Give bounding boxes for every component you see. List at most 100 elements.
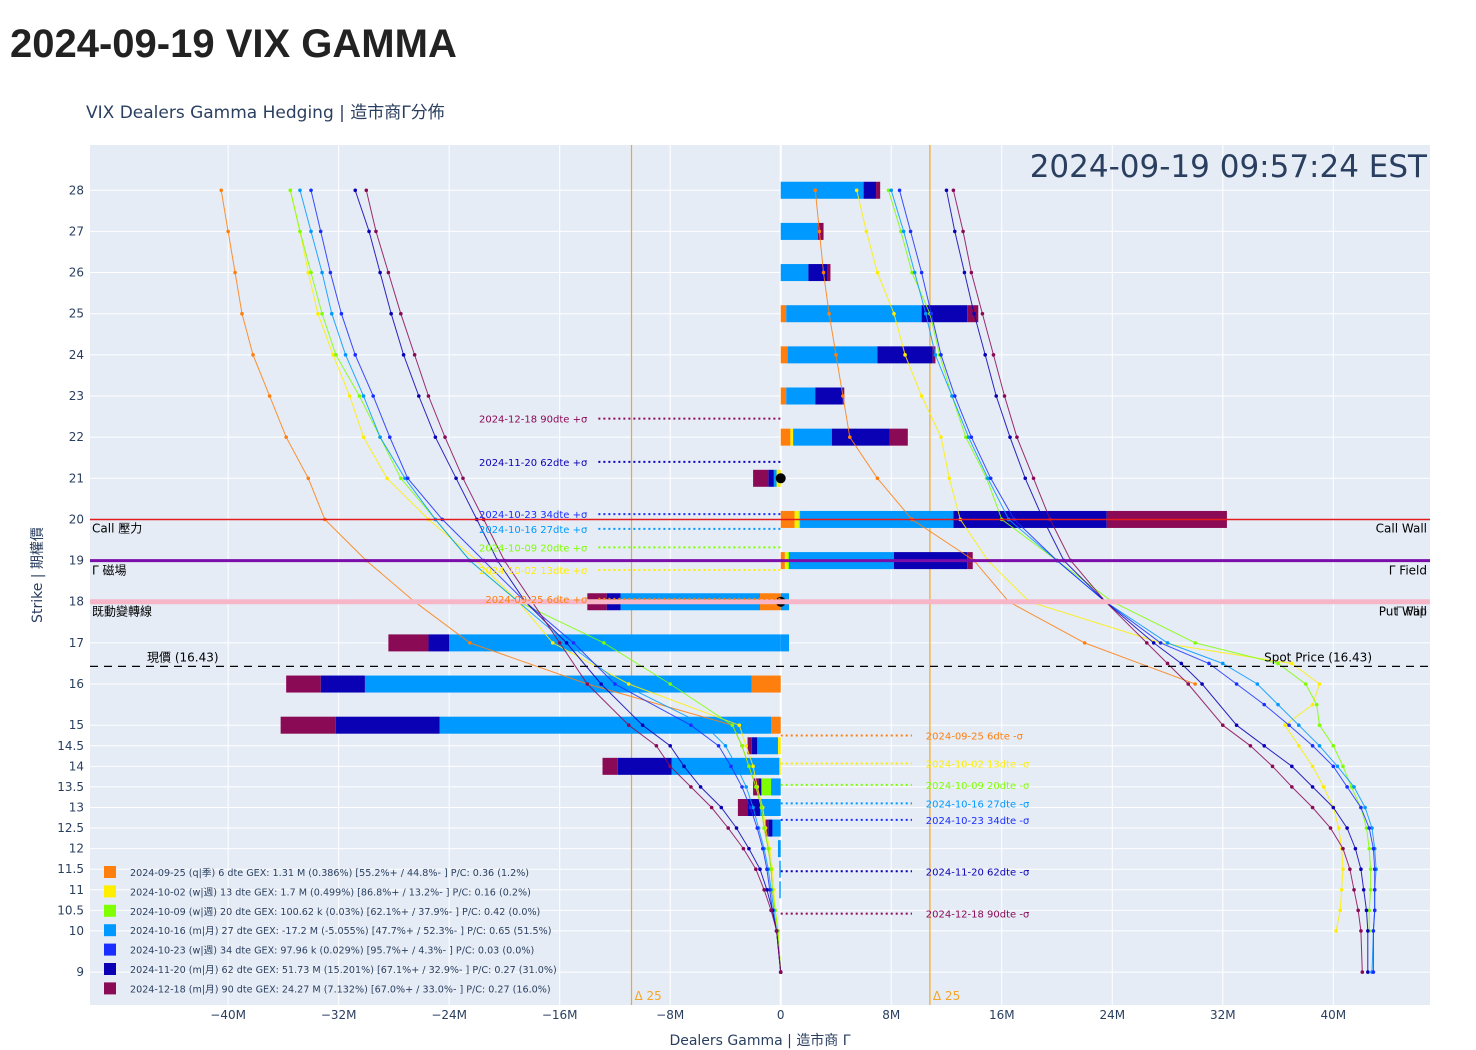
gamma-bar xyxy=(758,778,762,796)
curve-point xyxy=(1364,908,1369,913)
sigma-plus-label: 2024-11-20 62dte +σ xyxy=(479,458,588,469)
curve-point xyxy=(1008,435,1012,439)
curve-point xyxy=(952,229,957,234)
legend-swatch xyxy=(104,885,116,898)
curve-point xyxy=(1341,846,1345,851)
curve-point xyxy=(1290,661,1294,666)
curve-point xyxy=(980,311,985,316)
curve-point xyxy=(443,435,447,439)
y-tick-label: 23 xyxy=(69,389,84,403)
curve-point xyxy=(813,188,818,193)
legend-swatch xyxy=(104,866,116,878)
curve-point xyxy=(766,846,771,851)
curve-point xyxy=(1193,682,1197,686)
curve-point xyxy=(1338,908,1343,913)
gamma-bar xyxy=(428,634,450,652)
x-tick-label: −24M xyxy=(431,1008,467,1022)
gamma-bar xyxy=(780,305,787,323)
y-tick-label: 12.5 xyxy=(57,821,84,835)
curve-point xyxy=(640,723,645,727)
curve-point xyxy=(1335,764,1340,769)
curve-point xyxy=(309,229,313,234)
curve-point xyxy=(361,394,366,398)
curve-point xyxy=(889,188,894,193)
curve-point xyxy=(740,785,744,789)
curve-point xyxy=(988,476,993,481)
curve-point xyxy=(923,311,928,316)
curve-point xyxy=(744,785,748,789)
curve-point xyxy=(1331,764,1336,769)
legend-swatch xyxy=(104,904,116,917)
curve-point xyxy=(1359,867,1363,872)
gamma-bar xyxy=(617,757,672,775)
curve-point xyxy=(1341,764,1345,769)
curve-point xyxy=(298,188,302,193)
curve-point xyxy=(1158,641,1163,645)
curve-point xyxy=(969,270,974,275)
curve-point xyxy=(1023,476,1028,481)
gamma-bar xyxy=(921,305,968,323)
curve-point xyxy=(698,785,703,789)
axes: −40M −32M −24M −16M −8M 0 8M 16M 24M 32M 40M 9 10 10.… xyxy=(57,183,1346,1022)
curve-point xyxy=(1276,661,1280,666)
curve-point xyxy=(403,476,407,481)
spot-marker xyxy=(775,473,786,484)
curve-point xyxy=(1276,702,1280,707)
curve-point xyxy=(331,353,335,357)
x-tick-label: −8M xyxy=(656,1008,684,1022)
curve-point xyxy=(1314,702,1319,707)
legend-swatch xyxy=(104,963,116,975)
y-tick-label: 20 xyxy=(69,512,84,526)
curve-point xyxy=(1331,743,1336,748)
curve-point xyxy=(1317,723,1322,727)
gamma-bar xyxy=(280,716,336,734)
gamma-bar xyxy=(602,757,618,775)
curve-point xyxy=(468,641,472,645)
curve-point xyxy=(754,785,758,789)
curve-point xyxy=(329,311,334,316)
gamma-bar xyxy=(768,819,773,837)
curve-point xyxy=(962,270,967,275)
curve-point xyxy=(1193,641,1197,645)
curve-point xyxy=(765,867,769,872)
gamma-bar xyxy=(320,675,365,693)
curve-point xyxy=(864,229,869,234)
curve-point xyxy=(751,764,755,769)
legend-entry: 2024-09-25 (q|季) 6 dte GEX: 1.31 M (0.38… xyxy=(130,867,529,879)
curve-point xyxy=(306,476,311,481)
curve-point xyxy=(1270,764,1275,769)
gamma-field-label-left: Γ 磁場 xyxy=(92,563,127,578)
curve-point xyxy=(1368,867,1373,872)
curve-point xyxy=(1283,723,1287,727)
flip-label-left: 既動變轉線 xyxy=(92,604,152,619)
curve-point xyxy=(399,476,403,481)
curve-point xyxy=(875,476,880,481)
curve-point xyxy=(759,805,764,810)
sigma-minus-label: 2024-10-09 20dte -σ xyxy=(926,781,1030,792)
curve-point xyxy=(309,188,313,193)
chart-subtitle: VIX Dealers Gamma Hedging | 造市商Γ分佈 xyxy=(86,103,445,123)
y-tick-label: 28 xyxy=(69,183,84,197)
y-tick-label: 16 xyxy=(69,677,84,691)
gamma-bar xyxy=(335,716,440,734)
curve-point xyxy=(1372,887,1377,892)
curve-point xyxy=(1207,661,1211,666)
curve-point xyxy=(719,805,724,810)
spot-label-left: 現價 (16.43) xyxy=(147,650,219,664)
curve-point xyxy=(748,805,753,810)
curve-point xyxy=(1363,805,1367,810)
curve-point xyxy=(626,723,631,727)
y-tick-label: 18 xyxy=(69,595,84,609)
spot-label-right: Spot Price (16.43) xyxy=(1264,650,1372,664)
y-tick-label: 9 xyxy=(76,965,84,979)
curve-point xyxy=(908,229,913,234)
sigma-minus-label: 2024-09-25 6dte -σ xyxy=(926,731,1024,742)
legend-entry: 2024-12-18 (m|月) 90 dte GEX: 24.27 M (7.… xyxy=(130,984,551,995)
curve-point xyxy=(320,311,324,316)
curve-point xyxy=(834,353,838,357)
curve-point xyxy=(1296,723,1301,727)
sigma-plus-label: 2024-09-25 6dte +σ xyxy=(485,595,588,606)
curve-point xyxy=(912,270,917,275)
sigma-plus-label: 2024-10-02 13dte +σ xyxy=(479,566,588,577)
gamma-bar xyxy=(780,634,790,652)
